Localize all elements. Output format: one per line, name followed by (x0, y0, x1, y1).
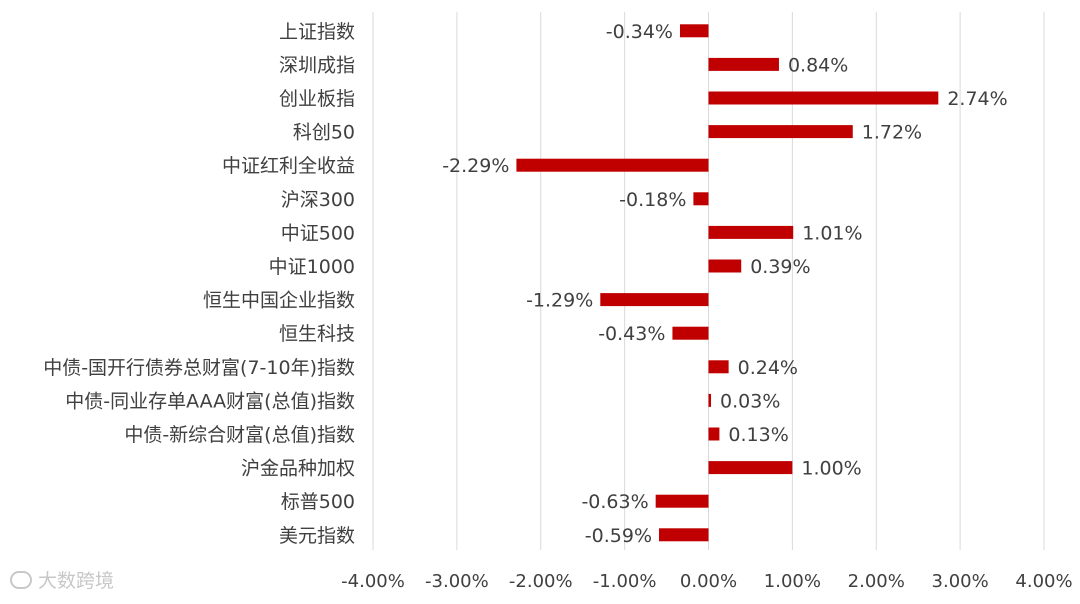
category-label: 中债-同业存单AAA财富(总值)指数 (65, 390, 355, 412)
bar (708, 225, 794, 239)
value-labels: -0.34% 0.84% 2.74% 1.72% -2.29% -0.18% 1.01% 0.… (442, 21, 1007, 547)
bar (693, 192, 709, 206)
category-label: 深圳成指 (279, 54, 355, 76)
value-label: 0.13% (728, 424, 788, 446)
category-label: 中证1000 (269, 256, 355, 278)
bar (659, 528, 709, 542)
value-label: 1.01% (802, 222, 862, 244)
category-label: 中债-国开行债券总财富(7-10年)指数 (43, 357, 355, 379)
x-tick-label: -3.00% (425, 571, 489, 592)
category-label: 美元指数 (279, 525, 355, 547)
x-tick-label: -1.00% (593, 571, 657, 592)
bar (708, 427, 720, 441)
x-tick-label: 1.00% (764, 571, 821, 592)
x-tick-label: -4.00% (341, 571, 405, 592)
value-label: 2.74% (947, 88, 1007, 110)
bar (679, 24, 709, 38)
value-label: 0.03% (720, 390, 780, 412)
bar (708, 259, 742, 273)
value-label: 1.72% (862, 122, 922, 144)
category-label: 沪金品种加权 (241, 458, 355, 480)
bar (708, 461, 793, 475)
category-label: 中证红利全收益 (222, 155, 355, 177)
bar (708, 125, 853, 139)
bar (516, 158, 709, 172)
category-label: 上证指数 (279, 21, 355, 43)
category-label: 中证500 (281, 222, 355, 244)
value-label: -0.63% (581, 491, 648, 513)
watermark-text: 大数跨境 (38, 570, 115, 592)
value-label: 0.84% (788, 54, 848, 76)
category-label: 科创50 (293, 122, 355, 144)
category-label: 标普500 (281, 491, 355, 513)
value-label: 1.00% (801, 458, 861, 480)
bar (655, 494, 709, 508)
x-axis-tick-labels: -4.00% -3.00% -2.00% -1.00% 0.00% 1.00% 2.00% 3… (341, 571, 1072, 592)
category-label: 创业板指 (279, 88, 355, 110)
category-label: 沪深300 (281, 189, 355, 211)
value-label: -2.29% (442, 155, 509, 177)
value-label: -1.29% (526, 290, 593, 312)
bar (672, 326, 709, 340)
x-tick-label: -2.00% (509, 571, 573, 592)
x-tick-label: 3.00% (932, 571, 989, 592)
bar (708, 360, 729, 374)
x-tick-label: 0.00% (680, 571, 737, 592)
value-label: -0.34% (606, 21, 673, 43)
x-tick-label: 2.00% (848, 571, 905, 592)
x-tick-label: 4.00% (1015, 571, 1072, 592)
value-label: 0.39% (750, 256, 810, 278)
value-label: -0.59% (585, 525, 652, 547)
category-label: 中债-新综合财富(总值)指数 (124, 424, 355, 446)
bar (708, 91, 939, 105)
category-label: 恒生中国企业指数 (203, 290, 355, 312)
chat-bubble-icon (10, 570, 32, 589)
bars (516, 24, 939, 542)
value-label: -0.18% (619, 189, 686, 211)
category-label: 恒生科技 (279, 323, 355, 345)
bar (708, 57, 779, 71)
value-label: -0.43% (598, 323, 665, 345)
bar (708, 393, 712, 407)
value-label: 0.24% (738, 357, 798, 379)
bar (600, 293, 709, 307)
watermark: 大数跨境 (10, 566, 114, 593)
